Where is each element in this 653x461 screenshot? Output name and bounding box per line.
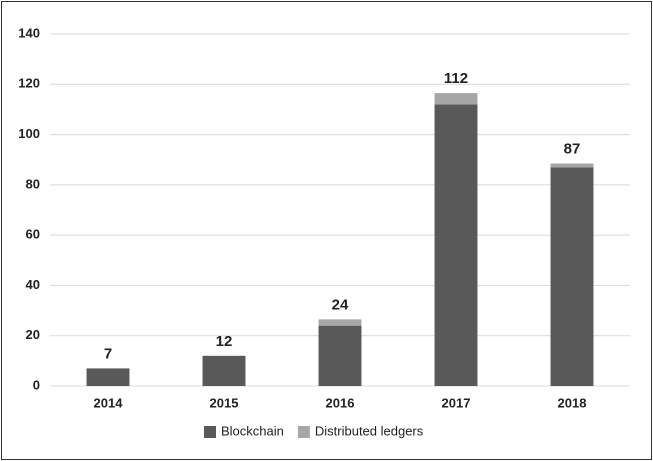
- x-tick-label: 2016: [326, 395, 355, 410]
- bar-segment: [550, 163, 594, 168]
- data-label: 7: [104, 345, 112, 362]
- bar-segment: [550, 167, 594, 386]
- x-tick-label: 2014: [94, 395, 124, 410]
- y-tick-label: 120: [18, 76, 40, 91]
- bar-segment: [318, 325, 362, 386]
- bar-segment: [434, 104, 478, 387]
- y-tick-label: 60: [26, 227, 40, 242]
- legend-swatch: [204, 426, 216, 438]
- data-label: 112: [444, 70, 468, 87]
- y-tick-label: 0: [33, 377, 40, 392]
- bar-segment: [202, 355, 246, 386]
- data-label: 12: [216, 333, 233, 350]
- x-tick-label: 2017: [442, 395, 471, 410]
- bar-segment: [318, 319, 362, 326]
- legend-swatch: [297, 426, 310, 438]
- bar-segment: [86, 368, 130, 386]
- y-tick-label: 20: [26, 327, 40, 342]
- legend-label: Blockchain: [221, 423, 284, 438]
- bar-segment: [434, 93, 478, 105]
- legend-label: Distributed ledgers: [315, 423, 424, 438]
- data-label: 87: [564, 140, 581, 157]
- data-label: 24: [332, 296, 349, 313]
- x-tick-label: 2015: [210, 395, 239, 410]
- y-tick-label: 40: [26, 277, 40, 292]
- y-tick-label: 100: [18, 126, 40, 141]
- x-tick-label: 2018: [558, 395, 587, 410]
- y-tick-label: 80: [26, 176, 40, 191]
- y-tick-label: 140: [18, 25, 40, 40]
